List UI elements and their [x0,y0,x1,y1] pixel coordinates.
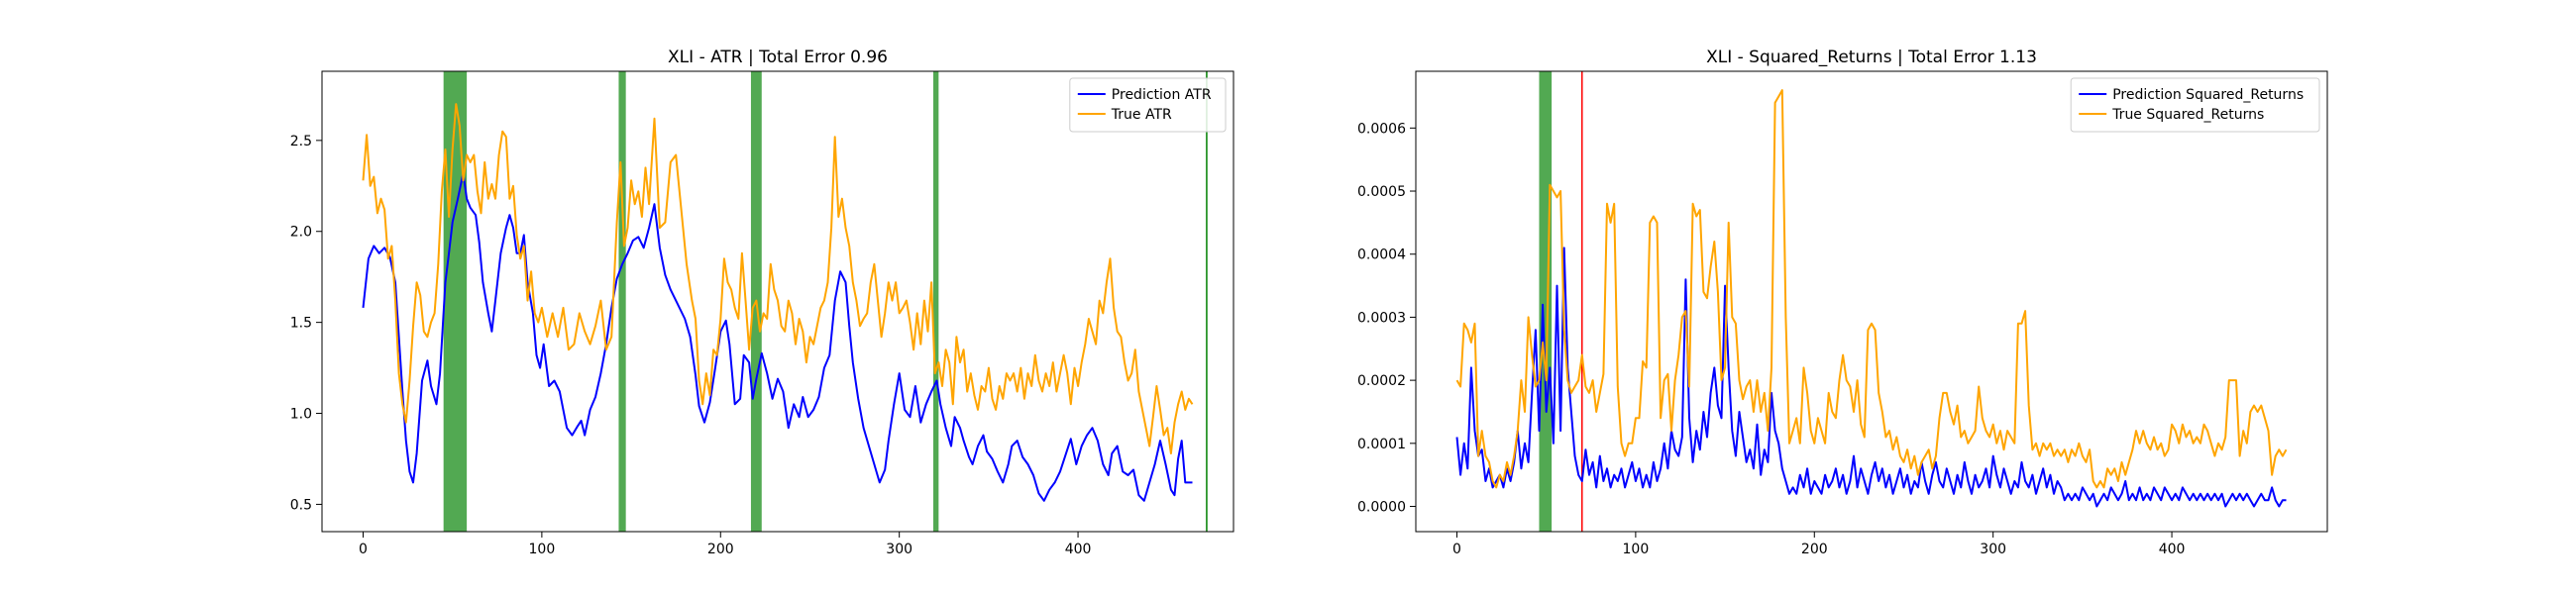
atr-chart: XLI - ATR | Total Error 0.96 0 100 200 300 4… [290,48,1234,557]
y-tick-label: 2.5 [290,134,312,149]
x-tick-label: 100 [529,542,556,557]
y-tick-label: 0.0004 [1357,248,1406,263]
highlight-region [443,71,468,532]
highlight-regions [1539,71,1553,532]
series-line [362,171,1193,502]
series-line [362,103,1194,454]
highlight-region [618,71,626,532]
x-tick-label: 0 [359,542,368,557]
series-line [1455,247,2287,508]
legend-label: True Squared_Returns [2111,107,2264,123]
x-tick-label: 200 [707,542,734,557]
y-axis-ticks: 0.0000 0.0001 0.0002 0.0003 0.0004 0.0005 0.00… [1357,121,1416,516]
legend: Prediction ATR True ATR [1069,77,1227,133]
highlight-region [932,71,939,532]
legend-label: Prediction Squared_Returns [2112,87,2304,103]
x-tick-label: 0 [1452,542,1461,557]
x-axis-ticks: 0 100 200 300 400 [1452,532,2185,557]
y-tick-label: 0.5 [290,497,312,513]
x-axis-ticks: 0 100 200 300 400 [359,532,1091,557]
legend: Prediction Squared_Returns True Squared_R… [2070,77,2320,133]
squared-returns-chart: XLI - Squared_Returns | Total Error 1.13… [1357,48,2328,557]
x-tick-label: 400 [1065,542,1092,557]
series-lines [362,103,1194,502]
y-tick-label: 1.5 [290,316,312,332]
series-line [1455,89,2288,489]
chart-title: XLI - ATR | Total Error 0.96 [668,48,888,67]
legend-label: Prediction ATR [1112,87,1212,103]
y-tick-label: 2.0 [290,225,312,241]
x-tick-label: 100 [1623,542,1650,557]
y-axis-ticks: 0.5 1.0 1.5 2.0 2.5 [290,134,322,513]
highlight-region [1539,71,1553,532]
y-tick-label: 0.0003 [1357,310,1406,326]
x-tick-label: 200 [1801,542,1828,557]
y-tick-label: 0.0002 [1357,373,1406,389]
legend-box [2070,77,2320,133]
y-tick-label: 0.0005 [1357,184,1406,200]
legend-label: True ATR [1111,107,1172,123]
y-tick-label: 0.0001 [1357,437,1406,452]
x-tick-label: 400 [2159,542,2186,557]
chart-title: XLI - Squared_Returns | Total Error 1.13 [1706,48,2037,67]
plot-frame [321,70,1234,533]
legend-box [1069,77,1227,133]
x-tick-label: 300 [886,542,912,557]
y-tick-label: 1.0 [290,407,312,423]
x-tick-label: 300 [1980,542,2006,557]
plot-frame [1415,70,2328,533]
y-tick-label: 0.0006 [1357,121,1406,137]
y-tick-label: 0.0000 [1357,500,1406,516]
series-lines [1455,89,2288,508]
